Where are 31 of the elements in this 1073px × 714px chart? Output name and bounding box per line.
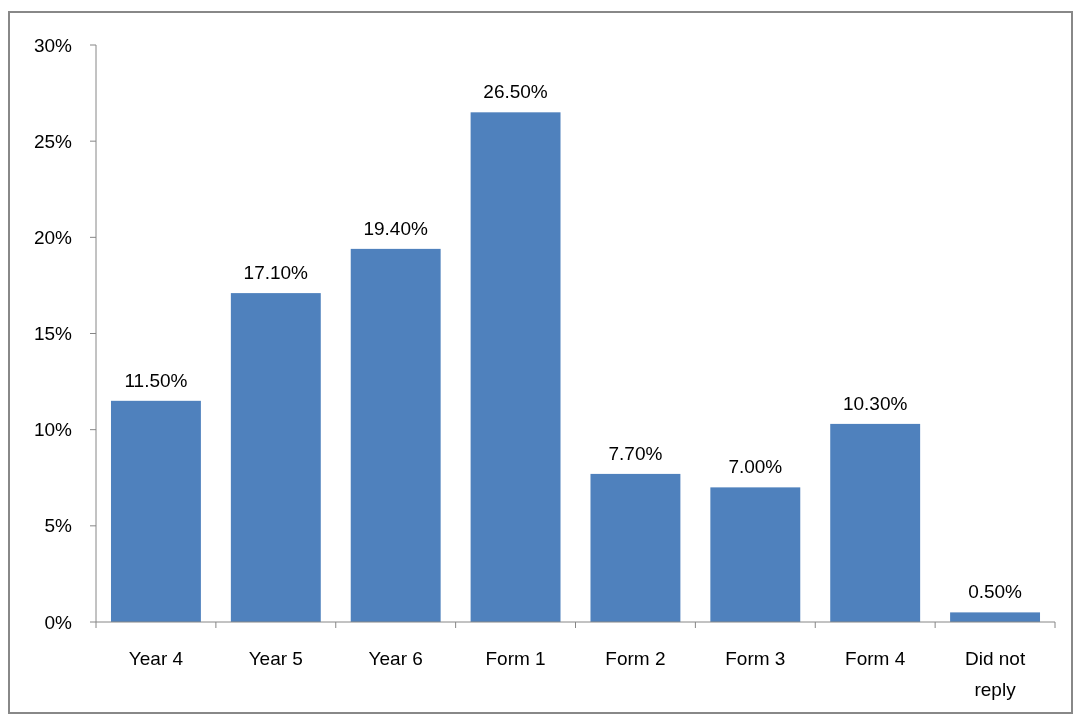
data-label: 17.10% — [243, 262, 309, 284]
bar — [950, 612, 1041, 622]
x-tick-label: Year 4 — [128, 648, 184, 669]
x-tick-label: Form 4 — [845, 648, 906, 669]
y-tick-label: 20% — [33, 226, 73, 248]
x-tick-label: Form 1 — [485, 648, 546, 669]
data-label: 7.70% — [608, 442, 663, 464]
y-tick-label: 15% — [33, 323, 73, 345]
data-label: 19.40% — [363, 217, 429, 239]
bar — [230, 293, 321, 622]
x-tick-label: Year 5 — [248, 648, 303, 669]
y-tick-label: 30% — [33, 34, 73, 56]
bar — [470, 112, 561, 622]
y-tick-label: 25% — [33, 130, 73, 152]
bar — [110, 400, 201, 622]
x-tick-label: Form 2 — [605, 648, 666, 669]
data-label: 7.00% — [728, 456, 783, 478]
data-label: 26.50% — [483, 81, 548, 103]
y-tick-label: 10% — [33, 419, 73, 441]
bar — [590, 473, 681, 622]
data-label: 10.30% — [842, 392, 908, 414]
bar — [830, 423, 921, 622]
x-tick-label: Did not reply — [964, 648, 1026, 700]
x-tick-label: Year 6 — [368, 648, 423, 669]
y-tick-label: 0% — [44, 611, 73, 633]
data-label: 11.50% — [124, 369, 188, 391]
y-tick-label: 5% — [44, 515, 73, 537]
bar — [350, 248, 441, 622]
data-label: 0.50% — [968, 581, 1023, 603]
x-tick-label: Form 3 — [725, 648, 786, 669]
bar — [710, 487, 801, 622]
